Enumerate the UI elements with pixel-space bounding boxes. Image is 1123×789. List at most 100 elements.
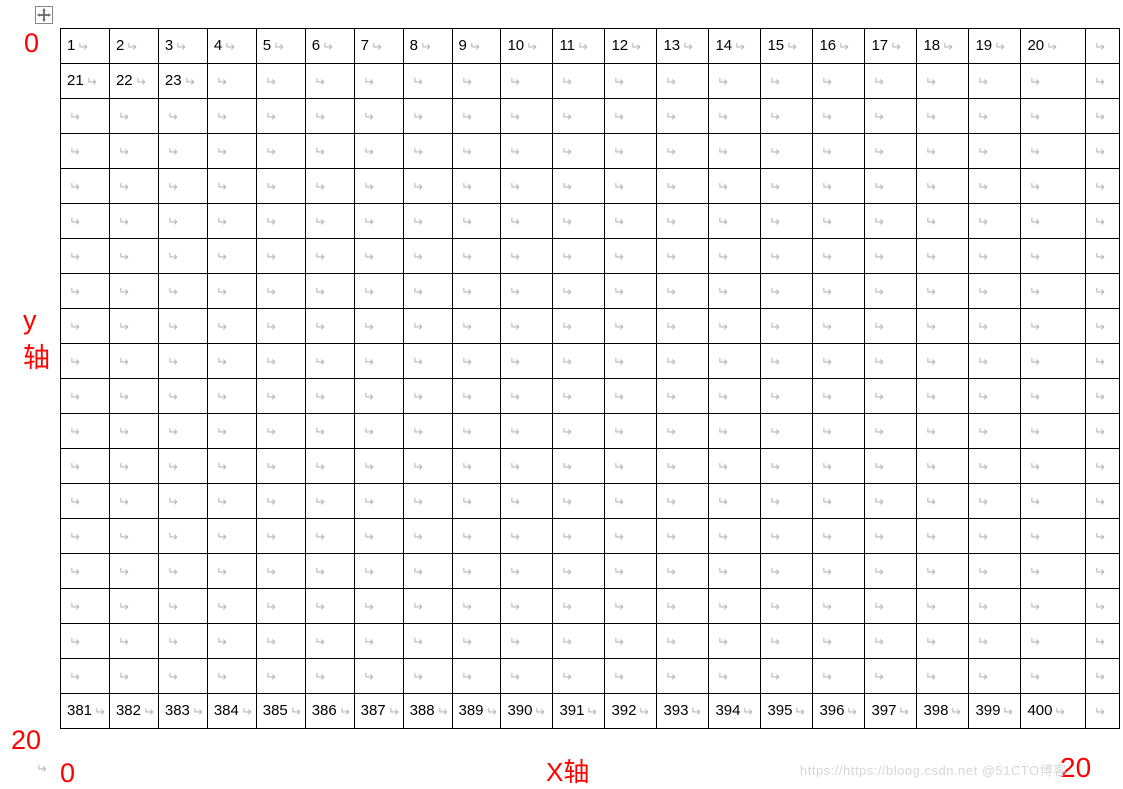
table-cell: ↵ — [256, 589, 305, 624]
return-icon: ↵ — [36, 761, 47, 777]
return-icon: ↵ — [690, 704, 701, 720]
return-icon: ↵ — [461, 284, 472, 300]
table-cell: 11↵ — [553, 29, 605, 64]
table-cell: ↵ — [452, 589, 501, 624]
table-cell: ↵ — [709, 379, 761, 414]
return-icon: ↵ — [461, 74, 472, 90]
return-icon: ↵ — [561, 564, 572, 580]
return-icon: ↵ — [586, 704, 597, 720]
return-icon: ↵ — [873, 494, 884, 510]
table-cell: ↵ — [305, 554, 354, 589]
return-icon: ↵ — [1029, 354, 1040, 370]
return-icon: ↵ — [769, 214, 780, 230]
table-cell: ↵ — [452, 449, 501, 484]
return-icon: ↵ — [167, 319, 178, 335]
table-cell: ↵ — [109, 99, 158, 134]
return-icon: ↵ — [1029, 669, 1040, 685]
table-move-handle[interactable] — [35, 6, 53, 24]
return-icon: ↵ — [769, 74, 780, 90]
return-icon: ↵ — [314, 634, 325, 650]
return-icon: ↵ — [925, 529, 936, 545]
return-icon: ↵ — [821, 529, 832, 545]
return-icon: ↵ — [742, 704, 753, 720]
return-icon: ↵ — [69, 249, 80, 265]
return-icon: ↵ — [363, 319, 374, 335]
table-cell: ↵ — [1021, 134, 1086, 169]
return-icon: ↵ — [613, 459, 624, 475]
return-icon: ↵ — [412, 284, 423, 300]
table-cell: ↵ — [553, 379, 605, 414]
canvas: 1↵2↵3↵4↵5↵6↵7↵8↵9↵10↵11↵12↵13↵14↵15↵16↵1… — [0, 0, 1123, 783]
return-icon: ↵ — [69, 179, 80, 195]
table-cell: ↵ — [354, 344, 403, 379]
return-icon: ↵ — [873, 284, 884, 300]
return-icon: ↵ — [561, 179, 572, 195]
table-cell: ↵ — [917, 274, 969, 309]
return-icon: ↵ — [265, 214, 276, 230]
return-icon: ↵ — [461, 144, 472, 160]
table-cell: ↵ — [761, 449, 813, 484]
return-icon: ↵ — [613, 634, 624, 650]
table-cell: ↵ — [109, 519, 158, 554]
return-icon: ↵ — [717, 634, 728, 650]
table-cell: ↵ — [553, 519, 605, 554]
table-cell: ↵ — [605, 169, 657, 204]
table-cell: ↵ — [207, 624, 256, 659]
table-cell: ↵ — [917, 554, 969, 589]
table-cell: ↵ — [501, 449, 553, 484]
return-icon: ↵ — [561, 494, 572, 510]
return-icon: ↵ — [314, 424, 325, 440]
table-cell: ↵ — [305, 624, 354, 659]
return-icon: ↵ — [977, 634, 988, 650]
return-icon: ↵ — [314, 214, 325, 230]
return-icon: ↵ — [118, 564, 129, 580]
table-cell: 390↵ — [501, 694, 553, 729]
table-cell: 15↵ — [761, 29, 813, 64]
table-cell: ↵ — [865, 134, 917, 169]
table-cell: ↵ — [1086, 134, 1120, 169]
return-icon: ↵ — [1029, 74, 1040, 90]
return-icon: ↵ — [1046, 39, 1057, 55]
table-cell: ↵ — [761, 624, 813, 659]
return-icon: ↵ — [216, 669, 227, 685]
table-cell: ↵ — [605, 659, 657, 694]
table-cell: ↵ — [657, 484, 709, 519]
table-cell: ↵ — [452, 659, 501, 694]
table-cell: 22↵ — [109, 64, 158, 99]
return-icon: ↵ — [363, 669, 374, 685]
table-cell: ↵ — [207, 589, 256, 624]
table-cell: ↵ — [1086, 309, 1120, 344]
return-icon: ↵ — [613, 179, 624, 195]
table-row: ↵↵↵↵↵↵↵↵↵↵↵↵↵↵↵↵↵↵↵↵↵ — [61, 554, 1120, 589]
return-icon: ↵ — [265, 424, 276, 440]
return-icon: ↵ — [665, 494, 676, 510]
table-cell: ↵ — [761, 274, 813, 309]
return-icon: ↵ — [509, 179, 520, 195]
table-cell: ↵ — [865, 204, 917, 239]
table-cell: ↵ — [553, 589, 605, 624]
table-cell: ↵ — [403, 134, 452, 169]
table-cell: ↵ — [158, 169, 207, 204]
return-icon: ↵ — [717, 319, 728, 335]
table-cell: ↵ — [1021, 554, 1086, 589]
return-icon: ↵ — [167, 249, 178, 265]
return-icon: ↵ — [873, 529, 884, 545]
table-cell: ↵ — [709, 624, 761, 659]
table-cell: ↵ — [969, 589, 1021, 624]
table-cell: ↵ — [452, 554, 501, 589]
return-icon: ↵ — [717, 494, 728, 510]
return-icon: ↵ — [665, 564, 676, 580]
table-cell: 387↵ — [354, 694, 403, 729]
table-cell: 10↵ — [501, 29, 553, 64]
return-icon: ↵ — [925, 599, 936, 615]
return-icon: ↵ — [69, 389, 80, 405]
return-icon: ↵ — [821, 669, 832, 685]
table-cell: ↵ — [709, 414, 761, 449]
table-cell: ↵ — [207, 169, 256, 204]
table-cell: ↵ — [207, 449, 256, 484]
table-cell: ↵ — [207, 64, 256, 99]
return-icon: ↵ — [873, 144, 884, 160]
return-icon: ↵ — [412, 529, 423, 545]
return-icon: ↵ — [873, 354, 884, 370]
table-cell: ↵ — [501, 344, 553, 379]
